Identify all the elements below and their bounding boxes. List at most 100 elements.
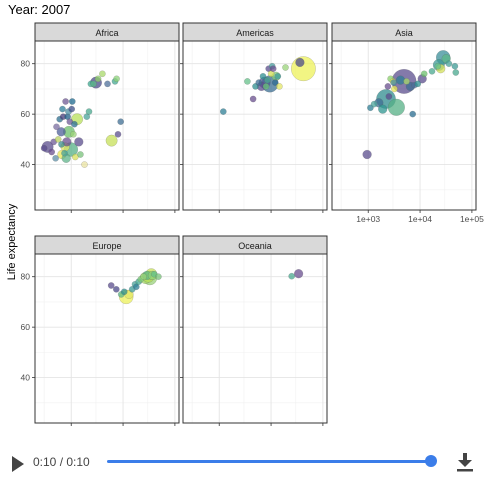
data-point <box>295 57 305 68</box>
data-point <box>53 123 60 131</box>
data-point <box>255 79 263 86</box>
data-point <box>70 130 77 138</box>
data-point <box>262 83 270 90</box>
data-point <box>414 80 422 88</box>
data-point <box>155 273 162 281</box>
download-icon <box>457 453 473 472</box>
data-point <box>71 120 78 128</box>
panel-border <box>34 253 180 424</box>
download-button[interactable] <box>456 452 474 472</box>
progress-track[interactable] <box>107 460 431 463</box>
data-point <box>271 79 279 86</box>
facet-strip-label: Oceania <box>238 241 272 251</box>
data-point <box>293 269 304 279</box>
data-point <box>81 161 88 168</box>
x-tick-label: 1e+04 <box>408 214 432 224</box>
facet-panel-europe: Europe 40 60 80 <box>21 235 180 426</box>
data-point <box>384 83 392 90</box>
data-point <box>68 105 76 113</box>
panel-border <box>331 40 477 211</box>
data-point <box>259 72 267 80</box>
panel-background <box>183 254 327 423</box>
data-point <box>40 144 48 152</box>
data-point <box>274 72 282 80</box>
data-point <box>117 118 125 126</box>
data-point <box>85 108 93 115</box>
data-point <box>132 283 140 291</box>
facet-strip-label: Africa <box>95 28 118 38</box>
y-tick-label: 60 <box>21 109 31 119</box>
y-tick-label: 40 <box>21 373 31 383</box>
data-point <box>219 108 227 115</box>
data-point <box>112 285 120 293</box>
panel-border <box>182 40 328 211</box>
data-point <box>249 95 257 103</box>
data-point <box>276 83 283 90</box>
data-point <box>387 98 405 116</box>
x-tick-label: 1e+05 <box>460 214 484 224</box>
facet-strip-label: Europe <box>92 241 121 251</box>
data-point <box>58 141 65 148</box>
data-point <box>68 98 76 105</box>
facet-panel-africa: Africa 40 60 80 <box>21 22 180 213</box>
data-point <box>264 76 271 84</box>
facet-panel-asia: Asia 1e+03 1e+04 1e+05 <box>329 22 484 224</box>
data-point <box>452 69 460 76</box>
data-point <box>390 79 398 86</box>
data-point <box>74 137 84 147</box>
y-tick-label: 40 <box>21 160 31 170</box>
data-point <box>445 60 453 68</box>
data-point <box>282 64 289 71</box>
y-tick-label: 80 <box>21 59 31 69</box>
data-point <box>61 149 68 157</box>
data-point <box>99 70 106 78</box>
data-point <box>77 151 84 158</box>
data-point <box>54 136 62 143</box>
data-point <box>113 75 120 83</box>
faceted-scatter-chart: Year: 2007 Life expectancy Africa406080A… <box>6 2 484 426</box>
data-point <box>391 85 398 93</box>
data-point <box>378 104 388 114</box>
data-point <box>370 100 378 108</box>
data-point <box>105 134 118 147</box>
data-point <box>403 78 410 85</box>
play-button[interactable] <box>10 455 26 473</box>
time-display: 0:10 / 0:10 <box>33 455 90 469</box>
data-point <box>269 65 277 73</box>
data-point <box>244 78 251 85</box>
play-icon <box>12 456 24 472</box>
y-tick-label: 60 <box>21 322 31 332</box>
data-point <box>362 149 372 160</box>
facet-panel-americas: Americas <box>180 22 328 213</box>
data-point <box>420 70 428 78</box>
chart-title: Year: 2007 <box>8 2 70 17</box>
facet-strip-label: Asia <box>395 28 413 38</box>
data-point <box>56 127 66 137</box>
data-point <box>140 273 148 281</box>
data-point <box>428 67 436 75</box>
data-point <box>62 98 69 105</box>
data-point <box>114 130 122 138</box>
playback-controls: 0:10 / 0:10 <box>0 442 503 482</box>
data-point <box>434 62 442 70</box>
facet-strip-label: Americas <box>236 28 274 38</box>
data-point <box>59 105 66 113</box>
progress-thumb[interactable] <box>425 455 437 467</box>
data-point <box>104 80 111 88</box>
panel-border <box>182 253 328 424</box>
x-tick-label: 1e+03 <box>356 214 380 224</box>
data-point <box>385 93 393 100</box>
data-point <box>288 272 296 280</box>
y-axis-title: Life expectancy <box>6 203 18 280</box>
data-point <box>120 288 128 296</box>
data-point <box>90 80 97 88</box>
data-point <box>52 154 59 162</box>
y-tick-label: 80 <box>21 272 31 282</box>
data-point <box>409 110 417 118</box>
data-point <box>451 62 459 70</box>
facet-panel-oceania: Oceania <box>180 235 328 426</box>
panel-border <box>34 40 180 211</box>
data-point <box>107 282 115 289</box>
panel-background <box>332 41 476 210</box>
data-point <box>48 148 56 156</box>
